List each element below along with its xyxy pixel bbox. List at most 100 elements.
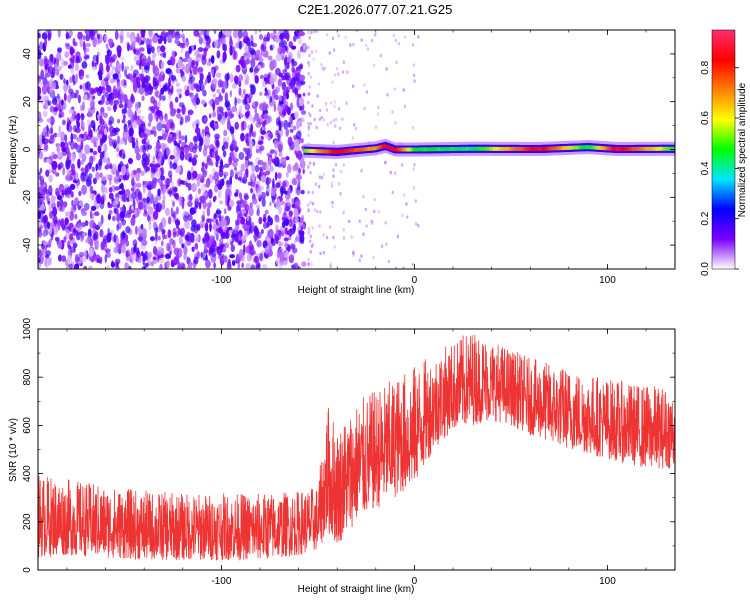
noise-cell (233, 228, 238, 235)
noise-cell (77, 158, 81, 169)
noise-cell (283, 72, 289, 80)
noise-cell (363, 83, 366, 87)
noise-cell (300, 80, 306, 86)
noise-cell (173, 247, 179, 256)
noise-cell (259, 166, 263, 172)
noise-cell (105, 93, 109, 99)
snr-y-tick-label: 800 (22, 368, 33, 385)
noise-cell (160, 61, 165, 69)
noise-cell (243, 192, 249, 198)
noise-cell (175, 68, 180, 74)
noise-cell (52, 67, 56, 78)
noise-cell (153, 196, 158, 206)
noise-cell (342, 60, 346, 64)
noise-cell (283, 237, 289, 242)
noise-cell (234, 96, 237, 107)
noise-cell (302, 168, 305, 175)
noise-cell (100, 96, 105, 105)
noise-cell (72, 80, 76, 86)
noise-cell (245, 159, 249, 170)
noise-cell (142, 184, 146, 194)
noise-cell (194, 197, 199, 208)
noise-cell (384, 160, 387, 165)
noise-cell (254, 112, 260, 122)
noise-cell (352, 123, 356, 127)
noise-cell (202, 170, 207, 178)
noise-cell (48, 174, 53, 183)
noise-cell (322, 118, 326, 122)
noise-cell (58, 254, 62, 262)
noise-cell (210, 161, 214, 167)
noise-cell (109, 132, 114, 137)
noise-cell (125, 226, 131, 234)
noise-cell (106, 265, 110, 269)
noise-cell (91, 212, 94, 220)
noise-cell (281, 54, 285, 61)
noise-cell (151, 126, 156, 132)
noise-cell (230, 244, 235, 253)
noise-cell (124, 234, 129, 242)
noise-cell (322, 233, 325, 237)
noise-cell (77, 31, 81, 37)
noise-cell (40, 209, 46, 215)
noise-cell (372, 63, 376, 68)
noise-cell (67, 240, 71, 248)
noise-cell (213, 262, 216, 269)
noise-cell (293, 125, 297, 131)
noise-cell (255, 149, 260, 154)
noise-cell (153, 53, 157, 57)
noise-cell (64, 134, 68, 142)
spectrogram-noise (38, 30, 420, 269)
noise-cell (101, 175, 107, 181)
noise-cell (74, 253, 80, 264)
noise-cell (134, 110, 137, 121)
noise-cell (402, 266, 405, 269)
noise-cell (245, 111, 250, 117)
noise-cell (223, 174, 227, 180)
noise-cell (377, 209, 380, 214)
noise-cell (309, 122, 312, 126)
noise-cell (95, 128, 98, 133)
noise-cell (270, 32, 274, 40)
noise-cell (206, 202, 212, 208)
noise-cell (90, 109, 96, 114)
noise-cell (239, 199, 246, 208)
noise-cell (65, 229, 70, 240)
noise-cell (89, 148, 94, 153)
noise-cell (241, 61, 245, 68)
noise-cell (122, 153, 126, 160)
noise-cell (260, 61, 265, 69)
noise-cell (147, 251, 153, 259)
noise-cell (291, 66, 296, 73)
noise-cell (73, 142, 78, 150)
noise-cell (296, 150, 303, 160)
noise-cell (84, 164, 89, 175)
noise-cell (309, 170, 312, 175)
noise-cell (130, 246, 137, 255)
noise-cell (90, 205, 97, 211)
noise-cell (153, 66, 160, 77)
noise-cell (366, 47, 370, 51)
noise-cell (121, 165, 127, 176)
noise-cell (293, 35, 297, 42)
noise-cell (245, 262, 252, 269)
noise-cell (256, 239, 262, 248)
noise-cell (219, 178, 223, 189)
noise-cell (220, 232, 227, 240)
noise-cell (57, 47, 62, 53)
noise-cell (360, 254, 363, 258)
noise-cell (243, 172, 247, 179)
noise-cell (73, 41, 78, 47)
noise-cell (103, 77, 109, 82)
noise-cell (123, 131, 129, 139)
noise-cell (90, 100, 95, 109)
noise-cell (118, 149, 123, 158)
noise-cell (79, 84, 83, 90)
noise-cell (275, 182, 281, 189)
noise-cell (218, 254, 222, 260)
noise-cell (275, 257, 280, 266)
noise-cell (46, 86, 51, 93)
noise-cell (143, 58, 150, 64)
noise-cell (170, 75, 177, 81)
noise-cell (265, 78, 268, 85)
